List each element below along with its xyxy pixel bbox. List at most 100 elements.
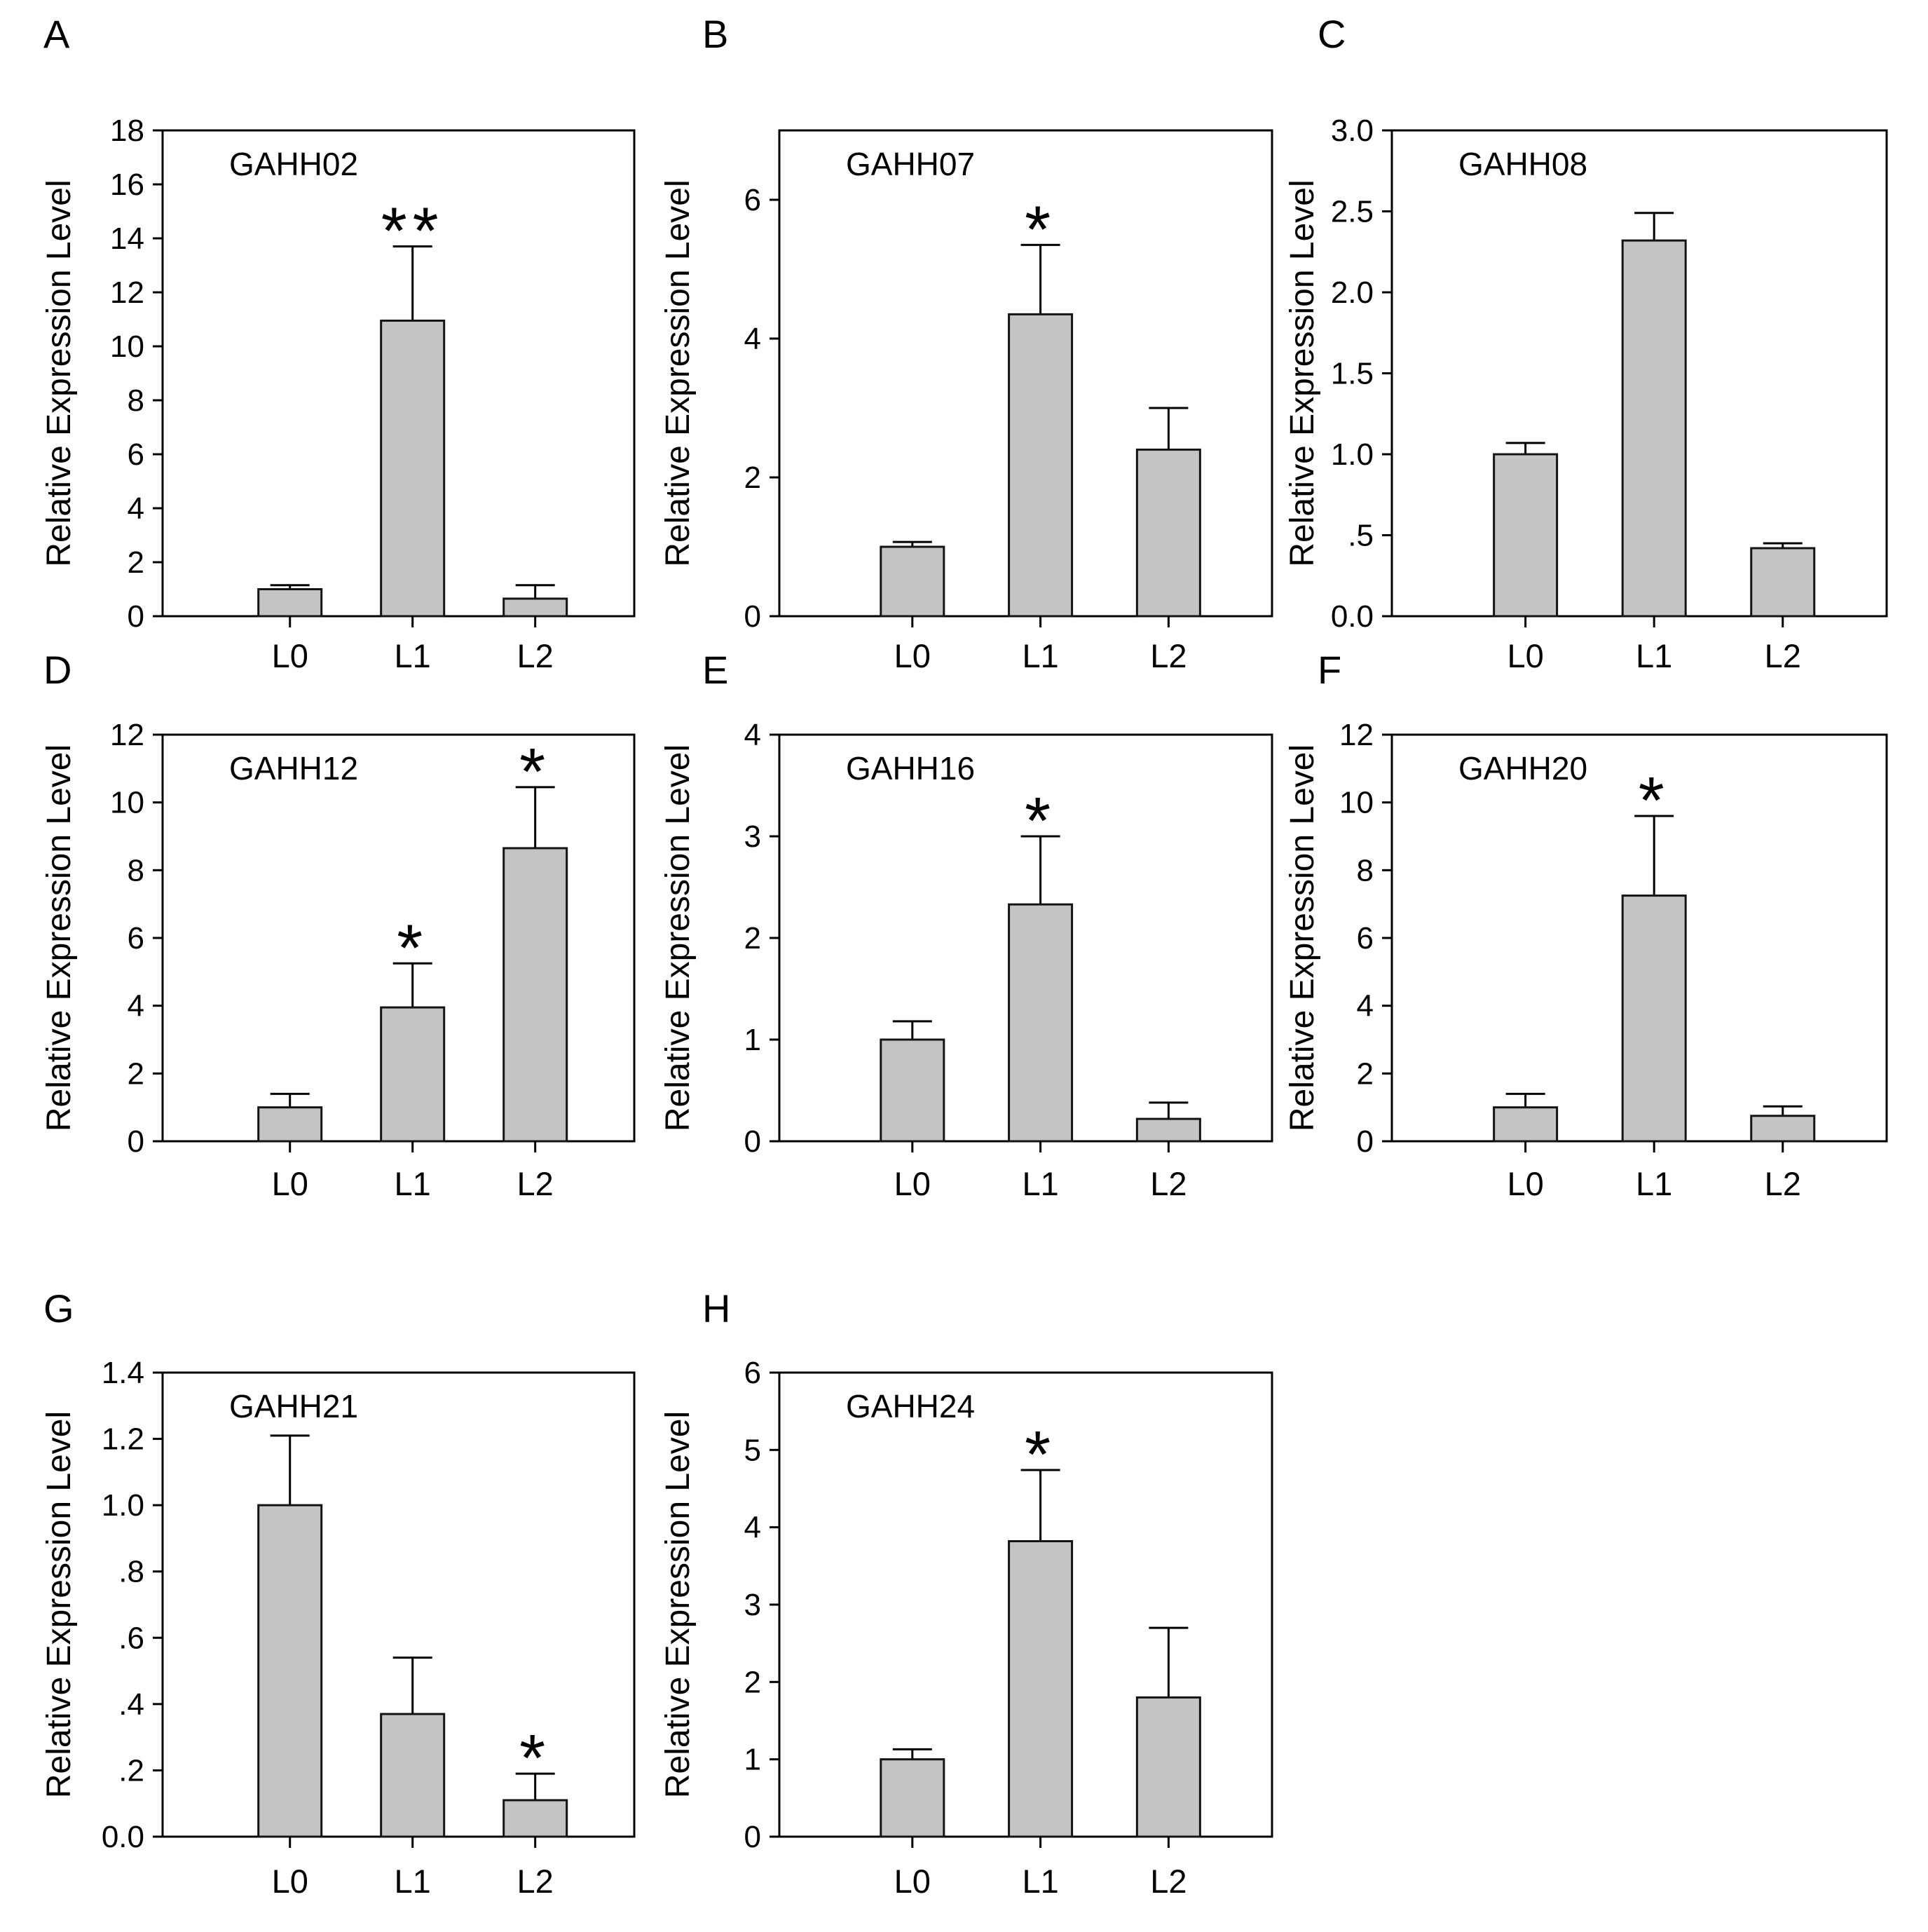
gene-label: GAHH08 [1458,146,1587,182]
y-axis-title: Relative Expression Level [659,1411,697,1798]
x-tick-label: L2 [517,1165,554,1202]
y-tick-label: .4 [118,1687,144,1722]
gene-label: GAHH02 [229,146,358,182]
y-tick-label: .2 [118,1753,144,1788]
y-tick-label: 16 [110,168,144,202]
y-tick-label: 1 [744,1023,761,1057]
panel-letter: A [43,12,70,56]
y-tick-label: 2 [744,1665,761,1699]
gene-label: GAHH24 [846,1388,975,1424]
bar-l0 [880,1758,945,1838]
x-tick-label: L2 [517,1863,554,1900]
bar-l2 [1135,448,1201,618]
x-tick-label: L2 [1765,1165,1801,1202]
bar-l1 [1008,1540,1074,1838]
bar-l2 [1135,1117,1201,1143]
y-tick-label: 4 [744,322,761,356]
panel-c: C 0.0 .5 1.0 1.5 2.0 2.5 3.0 Relative Expression… [1284,12,1888,674]
x-tick-label: L0 [894,1863,931,1900]
y-tick-label: 6 [744,183,761,217]
panel-h: H 0 1 2 3 4 5 6 Relative Expression Level GAHH24 L… [659,1286,1273,1900]
y-tick-label: 6 [1357,921,1374,955]
y-tick-label: 3 [744,819,761,854]
y-axis-title: Relative Expression Level [41,744,78,1131]
y-tick-label: 0 [128,1124,144,1159]
bar-l2 [1750,1115,1816,1143]
bar-l0 [880,545,945,618]
y-tick-label: 4 [128,491,144,526]
panel-letter: E [702,648,728,692]
panel-letter: B [702,12,728,56]
y-tick-label: 4 [128,989,144,1023]
panel-letter: G [43,1286,74,1331]
y-tick-label: 12 [1339,718,1374,752]
bar-l0 [1493,1106,1559,1143]
gene-label: GAHH07 [846,146,975,182]
y-tick-label: 12 [110,718,144,752]
gene-label: GAHH16 [846,750,975,787]
y-tick-label: 3.0 [1331,114,1374,148]
x-tick-label: L2 [1150,1863,1187,1900]
x-tick-label: L1 [395,1863,431,1900]
panel-letter: C [1318,12,1346,56]
significance-marker: * [519,735,551,809]
x-tick-label: L0 [272,637,308,674]
y-tick-label: 8 [128,853,144,887]
panel-g: G 0.0 .2 .4 .6 .8 1.0 1.2 1.4 Relative Expression… [41,1286,636,1900]
y-tick-label: 14 [110,222,144,256]
significance-marker: * [519,1721,551,1795]
bar-l2 [1135,1696,1201,1838]
y-tick-label: 10 [1339,786,1374,820]
y-tick-label: 1 [744,1743,761,1777]
panel-a: A 0 2 4 6 8 10 12 14 16 18 Relative Expression Leve… [41,12,636,674]
bar-l1 [1008,903,1074,1143]
bar-l1 [380,1006,446,1143]
x-tick-label: L0 [1507,1165,1543,1202]
y-tick-label: 4 [744,1511,761,1545]
x-tick-label: L1 [1022,637,1058,674]
y-tick-label: 6 [128,437,144,472]
x-tick-label: L0 [272,1863,308,1900]
y-tick-label: 3 [744,1588,761,1622]
y-tick-label: 6 [128,921,144,955]
significance-marker: * [1025,784,1056,858]
significance-marker: * [397,911,428,985]
y-axis-title: Relative Expression Level [41,1411,78,1798]
y-tick-label: 0.0 [102,1820,144,1854]
y-tick-label: .8 [118,1555,144,1589]
y-tick-label: 2 [744,921,761,955]
bar-l1 [380,319,446,618]
y-tick-label: 8 [1357,853,1374,887]
y-axis-title: Relative Expression Level [1284,179,1321,566]
bar-l0 [257,588,323,618]
y-tick-label: 18 [110,114,144,148]
bar-l0 [257,1504,323,1838]
y-tick-label: 4 [744,718,761,752]
bar-l2 [502,1799,568,1838]
y-axis-title: Relative Expression Level [659,744,697,1131]
bar-l1 [1008,313,1074,618]
gene-label: GAHH21 [229,1388,358,1424]
gene-label: GAHH20 [1458,750,1587,787]
bar-l1 [1621,239,1687,618]
y-tick-label: 8 [128,383,144,418]
y-tick-label: .6 [118,1621,144,1655]
y-tick-label: 2 [128,545,144,580]
y-axis-title: Relative Expression Level [659,179,697,566]
significance-marker: * [1025,192,1056,266]
significance-marker: ** [381,194,444,268]
y-tick-label: 2 [744,461,761,495]
y-tick-label: 12 [110,275,144,310]
x-tick-label: L2 [517,637,554,674]
bar-l0 [1493,453,1559,618]
panel-e: E 0 1 2 3 4 Relative Expression Level GAHH16 L0 L… [659,648,1273,1202]
y-axis-title: Relative Expression Level [1284,744,1321,1131]
x-tick-label: L2 [1150,1165,1187,1202]
y-tick-label: 2.5 [1331,195,1374,229]
panel-letter: F [1318,648,1341,692]
panel-b: B 0 2 4 6 Relative Expression Level GAHH07 L0 L1… [659,12,1273,674]
y-tick-label: 1.4 [102,1356,144,1390]
y-tick-label: 0 [744,1820,761,1854]
